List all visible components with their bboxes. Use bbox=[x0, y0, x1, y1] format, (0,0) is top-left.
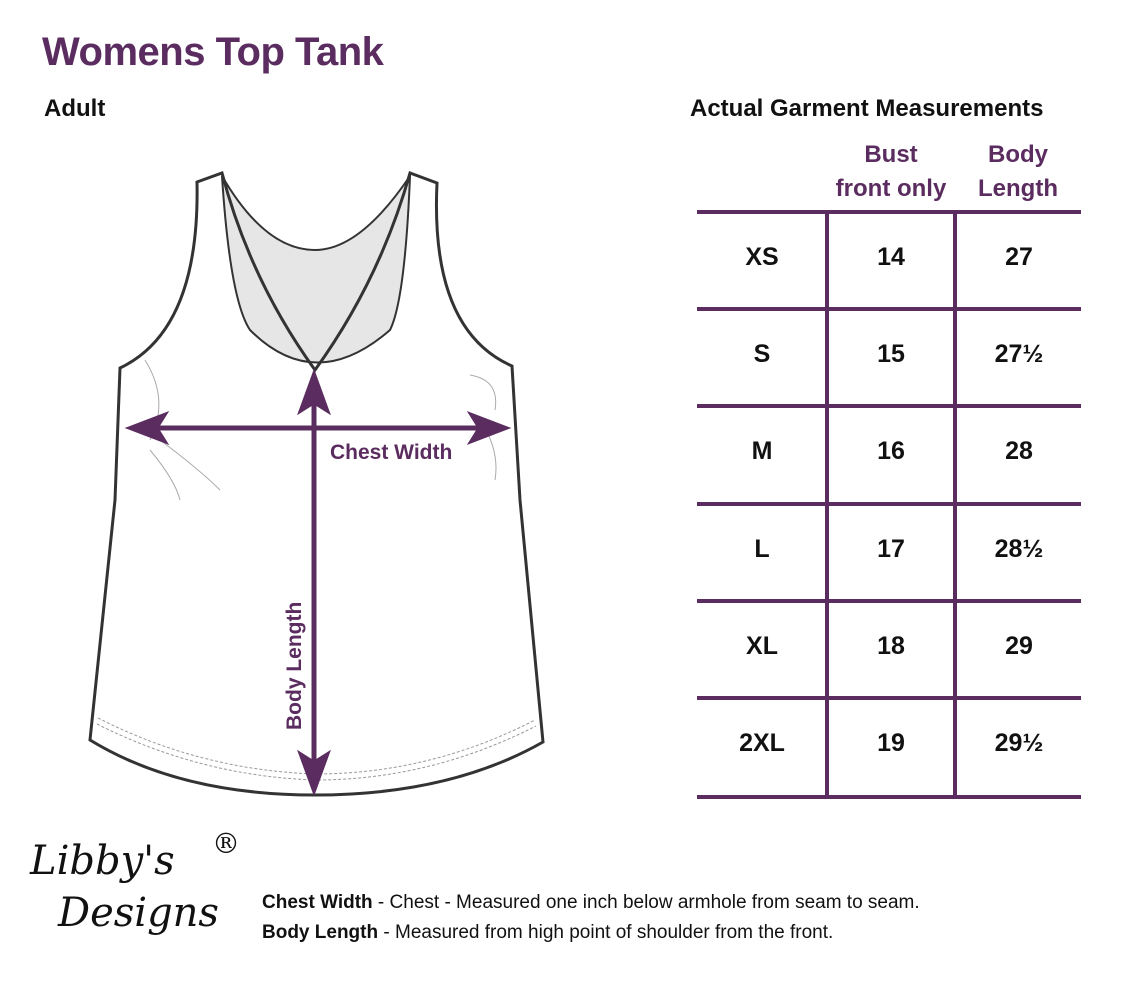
note-term: Body Length bbox=[262, 922, 379, 943]
header-line: Body bbox=[988, 141, 1048, 168]
registered-mark: ® bbox=[212, 827, 240, 860]
cell-length: 27 bbox=[1005, 243, 1033, 271]
chest-width-label: Chest Width bbox=[330, 441, 452, 464]
table-rule bbox=[697, 502, 1081, 506]
cell-size: 2XL bbox=[739, 729, 785, 757]
libbys-designs-logo: Libby's Designs ® bbox=[30, 829, 245, 965]
cell-length: 27½ bbox=[994, 340, 1044, 368]
table-rule bbox=[697, 210, 1081, 214]
table-rule bbox=[697, 307, 1081, 311]
cell-bust: 15 bbox=[877, 340, 905, 368]
tank-outline bbox=[88, 171, 545, 797]
subtitle: Adult bbox=[44, 95, 106, 122]
table-title: Actual Garment Measurements bbox=[690, 95, 1044, 122]
cell-size: XS bbox=[745, 243, 779, 271]
table-rule bbox=[697, 599, 1081, 603]
cell-bust: 16 bbox=[877, 437, 905, 465]
cell-size: S bbox=[753, 340, 771, 368]
table-rule bbox=[697, 795, 1081, 799]
table-rule bbox=[697, 696, 1081, 700]
header-line: Bust bbox=[864, 141, 918, 168]
note-text: - Measured from high point of shoulder f… bbox=[378, 922, 834, 943]
back-panel bbox=[221, 172, 412, 364]
cell-size: L bbox=[754, 535, 770, 563]
header-line: Length bbox=[978, 175, 1058, 202]
cell-bust: 18 bbox=[877, 632, 905, 660]
column-divider bbox=[953, 212, 957, 798]
header-line: front only bbox=[835, 175, 947, 202]
column-divider bbox=[825, 212, 829, 798]
cell-length: 28½ bbox=[994, 535, 1044, 563]
table-rule bbox=[697, 404, 1081, 408]
tank-top-diagram: Chest Width Body Length bbox=[88, 171, 545, 797]
logo-line: Libby's bbox=[30, 838, 175, 884]
fabric-folds bbox=[144, 359, 497, 501]
note-body-length: Body Length - Measured from high point o… bbox=[262, 922, 833, 944]
note-term: Chest Width bbox=[262, 892, 373, 913]
cell-length: 29 bbox=[1005, 632, 1033, 660]
cell-bust: 19 bbox=[877, 729, 905, 757]
body-length-arrow bbox=[297, 368, 331, 797]
cell-bust: 17 bbox=[877, 535, 905, 563]
page-title: Womens Top Tank bbox=[42, 30, 384, 74]
column-header-length: Body Length bbox=[956, 138, 1080, 206]
note-chest-width: Chest Width - Chest - Measured one inch … bbox=[262, 892, 920, 914]
body-length-label: Body Length bbox=[283, 602, 306, 730]
cell-length: 29½ bbox=[994, 729, 1044, 757]
logo-line: Designs bbox=[58, 890, 219, 936]
chest-width-arrow bbox=[124, 411, 512, 445]
note-text: - Chest - Measured one inch below armhol… bbox=[372, 892, 920, 913]
column-header-bust: Bust front only bbox=[828, 138, 954, 206]
cell-length: 28 bbox=[1005, 437, 1033, 465]
cell-size: XL bbox=[746, 632, 778, 660]
cell-size: M bbox=[751, 437, 773, 465]
cell-bust: 14 bbox=[877, 243, 905, 271]
